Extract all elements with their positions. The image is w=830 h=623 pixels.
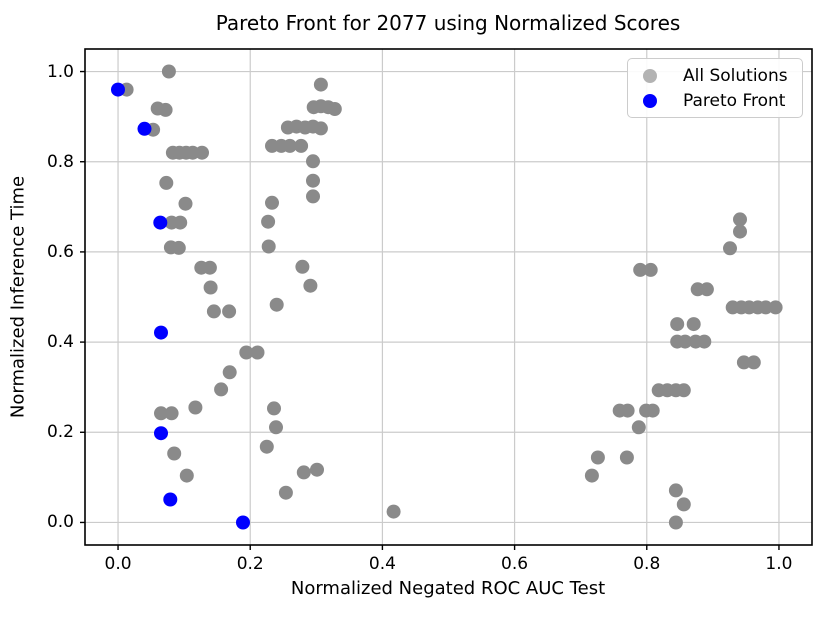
scatter-point-all-solutions [631,420,646,435]
scatter-point-all-solutions [619,450,634,465]
scatter-point-all-solutions [269,297,284,312]
scatter-point-pareto-front [154,325,168,340]
scatter-point-all-solutions [327,102,342,116]
scatter-point-all-solutions [590,450,605,465]
scatter-point-all-solutions [676,497,691,512]
scatter-point-all-solutions [758,300,773,315]
scatter-point-all-solutions [195,145,209,160]
scatter-point-all-solutions [239,345,254,360]
scatter-point-all-solutions [699,282,714,297]
scatter-point-all-solutions [733,224,747,239]
scatter-point-all-solutions [188,400,203,415]
scatter-point-all-solutions [768,300,783,315]
x-axis-label: Normalized Negated ROC AUC Test [290,578,606,599]
x-tick-label: 0.6 [501,554,529,574]
scatter-point-all-solutions [178,196,193,211]
scatter-point-all-solutions [620,403,635,418]
scatter-point-all-solutions [203,280,218,295]
y-tick-label: 0.2 [46,422,74,443]
legend-item-all-solutions: All Solutions [628,63,802,88]
scatter-point-all-solutions [167,446,182,461]
scatter-point-all-solutions [645,403,660,418]
x-tick-label: 0.4 [368,554,396,574]
scatter-point-all-solutions [676,383,691,398]
scatter-point-all-solutions [296,465,311,480]
scatter-point-all-solutions [214,382,229,397]
scatter-point-all-solutions [158,102,173,117]
scatter-point-all-solutions [164,406,179,421]
scatter-point-all-solutions [678,334,693,349]
scatter-point-all-solutions [261,214,276,229]
scatter-point-all-solutions [265,195,279,210]
scatter-point-all-solutions [306,173,320,188]
y-tick-label: 0.0 [46,512,74,533]
scatter-point-all-solutions [202,260,217,275]
scatter-point-pareto-front [154,426,168,441]
scatter-point-all-solutions [222,304,237,319]
y-tick-label: 0.6 [46,241,74,262]
x-tick-label: 0.8 [633,554,661,574]
x-tick-label: 1.0 [765,554,793,574]
gray-dot-marker-icon [643,68,657,83]
scatter-point-all-solutions [736,355,751,370]
chart-title: Pareto Front for 2077 using Normalized S… [215,11,681,35]
scatter-point-all-solutions [259,439,274,454]
plot-area-border [84,48,813,546]
scatter-point-all-solutions [643,262,658,277]
legend-item-pareto-front: Pareto Front [628,88,802,113]
scatter-point-all-solutions [171,240,186,255]
legend: All Solutions Pareto Front [627,58,803,118]
scatter-point-pareto-front [163,492,178,507]
scatter-point-all-solutions [250,345,265,360]
scatter-point-all-solutions [697,334,712,349]
scatter-point-all-solutions [159,175,174,190]
scatter-point-all-solutions [306,189,320,204]
scatter-point-pareto-front [111,82,125,97]
scatter-point-all-solutions [746,355,761,370]
scatter-point-all-solutions [733,212,747,227]
scatter-point-all-solutions [633,262,648,277]
scatter-point-all-solutions [161,64,176,79]
scatter-point-all-solutions [306,154,320,169]
scatter-point-all-solutions [313,121,328,136]
blue-dot-marker-icon [643,93,657,108]
y-tick-label: 0.4 [46,332,74,353]
scatter-point-all-solutions [278,485,293,500]
scatter-point-all-solutions [295,259,310,274]
scatter-point-all-solutions [154,406,168,421]
y-axis-label: Normalized Inference Time [7,175,29,419]
scatter-point-all-solutions [179,468,194,483]
scatter-point-all-solutions [269,420,283,435]
scatter-point-pareto-front [236,515,250,530]
scatter-point-all-solutions [206,304,221,319]
y-tick-label: 0.8 [46,151,74,172]
scatter-point-all-solutions [303,278,318,293]
scatter-point-all-solutions [267,401,281,416]
scatter-point-all-solutions [723,241,737,256]
scatter-point-all-solutions [294,138,309,153]
scatter-point-all-solutions [313,77,328,92]
scatter-point-all-solutions [310,462,324,477]
scatter-point-all-solutions [668,483,683,498]
scatter-point-pareto-front [153,215,168,230]
scatter-point-all-solutions [261,239,276,254]
scatter-point-all-solutions [173,215,188,230]
scatter-point-all-solutions [386,504,401,519]
scatter-point-all-solutions [668,515,683,530]
legend-label: Pareto Front [683,90,786,111]
legend-label: All Solutions [683,65,788,86]
scatter-point-all-solutions [670,317,685,332]
scatter-point-pareto-front [137,121,152,136]
x-tick-label: 0.0 [104,554,132,574]
x-tick-label: 0.2 [236,554,264,574]
scatter-point-all-solutions [584,468,599,483]
scatter-point-all-solutions [222,365,237,380]
scatter-point-all-solutions [282,138,297,153]
scatter-point-all-solutions [686,317,701,332]
y-tick-label: 1.0 [46,61,74,82]
